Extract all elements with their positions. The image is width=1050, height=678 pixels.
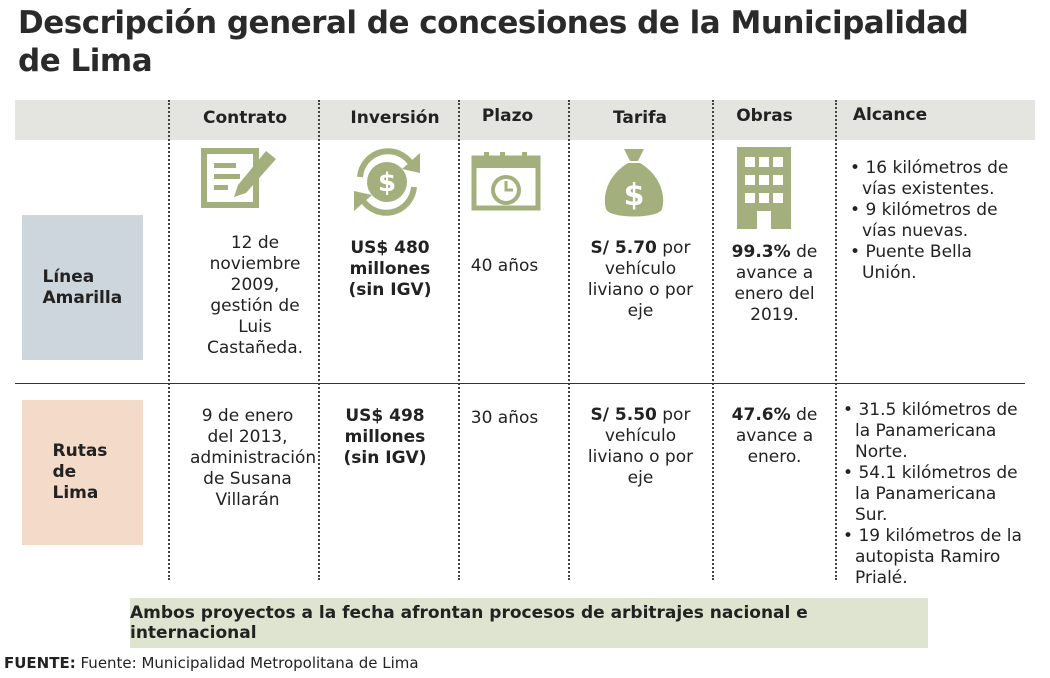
header: Tarifa bbox=[613, 108, 667, 128]
header-bar bbox=[15, 100, 1035, 140]
header: Plazo bbox=[481, 106, 534, 126]
column-separator bbox=[458, 100, 460, 580]
scope-list: 16 kilómetros de vías existentes. 9 kiló… bbox=[850, 158, 1020, 284]
scope-item: 9 kilómetros de vías nuevas. bbox=[850, 200, 1020, 242]
moneybag-icon: $ bbox=[604, 149, 664, 217]
header: Obras bbox=[736, 106, 793, 126]
fee-text: por vehículo liviano o por eje bbox=[587, 405, 694, 488]
header: Contrato bbox=[202, 108, 288, 128]
scope-item: 31.5 kilómetros de la Panamericana Norte… bbox=[843, 400, 1028, 463]
building-icon bbox=[737, 147, 791, 229]
term-cell: 40 años bbox=[470, 256, 539, 276]
contract-cell: 9 de enero del 2013, administración de S… bbox=[190, 406, 317, 510]
row-label-box: Línea Amarilla bbox=[22, 215, 143, 360]
fee-amount: S/ 5.70 bbox=[590, 238, 657, 258]
row-label: Línea Amarilla bbox=[42, 266, 123, 308]
scope-item: 54.1 kilómetros de la Panamericana Sur. bbox=[843, 463, 1028, 526]
column-separator bbox=[168, 100, 170, 580]
scope-list: 31.5 kilómetros de la Panamericana Norte… bbox=[843, 400, 1028, 589]
source-text: Fuente: Municipalidad Metropolitana de L… bbox=[80, 654, 419, 672]
calendar-icon bbox=[471, 152, 541, 211]
fee-cell: S/ 5.50 por vehículo liviano o por eje bbox=[578, 405, 703, 489]
investment-icon: $ bbox=[354, 148, 420, 216]
fee-cell: S/ 5.70 por vehículo liviano o por eje bbox=[578, 238, 703, 322]
works-cell: 47.6% de avance a enero. bbox=[722, 405, 827, 468]
works-cell: 99.3% de avance a enero del 2019. bbox=[722, 242, 827, 326]
column-separator bbox=[568, 100, 570, 580]
column-separator bbox=[318, 100, 320, 580]
row-label-box: Rutas de Lima bbox=[22, 400, 143, 545]
fee-text: por vehículo liviano o por eje bbox=[587, 238, 694, 321]
scope-item: Puente Bella Unión. bbox=[850, 242, 1020, 284]
investment-cell: US$ 498 millones (sin IGV) bbox=[343, 406, 427, 468]
works-text: de avance a enero. bbox=[735, 405, 818, 467]
source-label: FUENTE: bbox=[4, 654, 76, 672]
term-cell: 30 años bbox=[470, 408, 539, 428]
fee-amount: S/ 5.50 bbox=[590, 405, 657, 425]
works-progress: 47.6% bbox=[731, 405, 791, 425]
contract-icon bbox=[201, 148, 276, 208]
investment-cell: US$ 480 millones (sin IGV) bbox=[348, 238, 432, 300]
source: FUENTE: Fuente: Municipalidad Metropolit… bbox=[4, 654, 419, 672]
row-label: Rutas de Lima bbox=[52, 441, 108, 503]
works-text: de avance a enero del 2019. bbox=[734, 242, 818, 325]
header: Inversión bbox=[350, 108, 440, 128]
scope-item: 19 kilómetros de la autopista Ramiro Pri… bbox=[843, 526, 1028, 589]
column-separator bbox=[712, 100, 714, 580]
column-separator bbox=[835, 100, 837, 580]
contract-cell: 12 de noviembre 2009, gestión de Luis Ca… bbox=[206, 233, 304, 358]
row-separator bbox=[15, 383, 1025, 384]
note: Ambos proyectos a la fecha afrontan proc… bbox=[130, 598, 928, 648]
svg-text:$: $ bbox=[624, 178, 645, 213]
works-progress: 99.3% bbox=[731, 242, 791, 262]
scope-item: 16 kilómetros de vías existentes. bbox=[850, 158, 1020, 200]
svg-text:$: $ bbox=[378, 168, 396, 198]
title: Descripción general de concesiones de la… bbox=[18, 5, 969, 79]
header: Alcance bbox=[852, 105, 928, 125]
